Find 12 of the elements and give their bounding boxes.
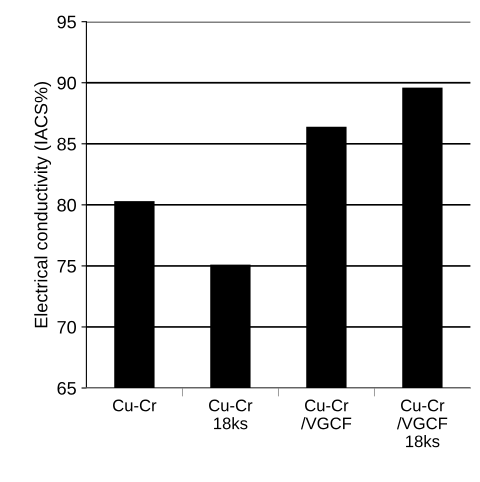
y-tick-label: 95 <box>57 16 76 28</box>
y-tick-label: 80 <box>57 198 76 212</box>
x-tick-label: Cu-Cr /VGCF <box>300 400 352 430</box>
x-tick-label: Cu-Cr <box>113 400 156 412</box>
y-tick-label: 70 <box>58 320 76 334</box>
y-tick-label: 90 <box>57 76 76 90</box>
y-axis-title: Electrical conductivity (IACS%) <box>34 82 52 328</box>
x-tick-label: Cu-Cr /VGCF 18ks <box>396 400 448 448</box>
y-tick-label: 75 <box>58 260 76 273</box>
x-tick-label: Cu-Cr 18ks <box>209 400 252 430</box>
y-tick-label: 85 <box>57 138 76 151</box>
y-tick-label: 65 <box>58 382 76 395</box>
